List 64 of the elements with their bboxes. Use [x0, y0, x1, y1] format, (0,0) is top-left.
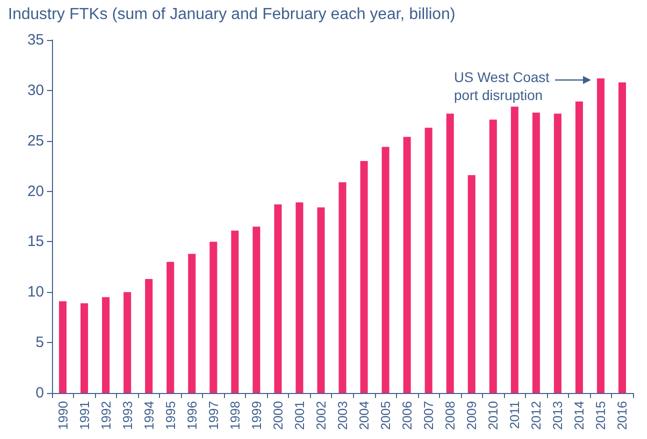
bar — [317, 207, 325, 393]
x-tick-label: 2002 — [313, 401, 328, 430]
bar — [338, 182, 346, 393]
x-tick-label: 2003 — [335, 401, 350, 430]
bar — [360, 161, 368, 393]
bar — [510, 106, 518, 393]
x-tick-label: 2014 — [572, 401, 587, 430]
bar — [296, 202, 304, 393]
bar — [554, 114, 562, 393]
x-tick-label: 1991 — [76, 401, 92, 430]
bar — [489, 120, 497, 393]
x-tick-label: 1997 — [206, 401, 221, 430]
y-tick-label: 25 — [27, 132, 44, 150]
bar — [446, 114, 454, 393]
y-axis-title: Industry FTKs (sum of January and February each year, billion) — [8, 6, 456, 24]
x-tick-label: 1990 — [55, 401, 70, 430]
y-tick-label: 0 — [36, 384, 44, 402]
y-tick-label: 15 — [27, 233, 44, 250]
bar — [145, 279, 153, 393]
x-tick-label: 2000 — [270, 401, 286, 430]
bar — [596, 78, 604, 393]
x-tick-label: 2007 — [421, 401, 436, 430]
x-tick-label: 1992 — [98, 401, 114, 430]
x-tick-label: 1995 — [162, 401, 178, 430]
y-tick-label: 5 — [36, 334, 44, 352]
x-tick-label: 1994 — [141, 401, 156, 430]
x-tick-label: 2016 — [614, 401, 630, 430]
bar — [382, 146, 390, 393]
x-tick-label: 2012 — [528, 401, 544, 430]
x-tick-label: 2004 — [356, 401, 372, 430]
x-tick-label: 2015 — [593, 401, 608, 430]
x-tick-label: 2010 — [486, 401, 501, 430]
bar — [124, 292, 132, 393]
bar — [274, 204, 282, 393]
annotation: US West Coast port disruption — [454, 68, 550, 104]
x-tick-label: 2005 — [378, 401, 394, 430]
x-tick-label: 1999 — [248, 401, 264, 430]
bar — [618, 82, 626, 393]
bar — [80, 303, 88, 393]
bar — [102, 297, 110, 393]
x-tick-label: 2008 — [442, 401, 458, 430]
bar — [231, 230, 239, 393]
y-tick-label: 10 — [27, 284, 44, 301]
bar — [188, 254, 196, 393]
bar — [58, 301, 67, 393]
x-tick-label: 2009 — [464, 401, 480, 430]
bar — [532, 112, 540, 393]
y-tick-label: 20 — [27, 182, 44, 200]
bar — [424, 128, 432, 393]
bar — [252, 226, 260, 393]
x-tick-label: 2001 — [292, 401, 307, 430]
x-tick-label: 1996 — [184, 401, 200, 430]
x-tick-label: 2013 — [550, 401, 566, 430]
bar — [403, 136, 411, 393]
x-tick-label: 1993 — [120, 401, 135, 430]
bar — [166, 262, 174, 393]
y-tick-label: 30 — [27, 82, 44, 99]
bar — [210, 242, 218, 393]
x-tick-label: 2011 — [507, 401, 522, 429]
y-tick-label: 35 — [27, 32, 44, 48]
bar — [575, 102, 583, 393]
x-tick-label: 2006 — [400, 401, 415, 430]
x-tick-label: 1998 — [227, 401, 242, 430]
bar — [468, 175, 476, 393]
